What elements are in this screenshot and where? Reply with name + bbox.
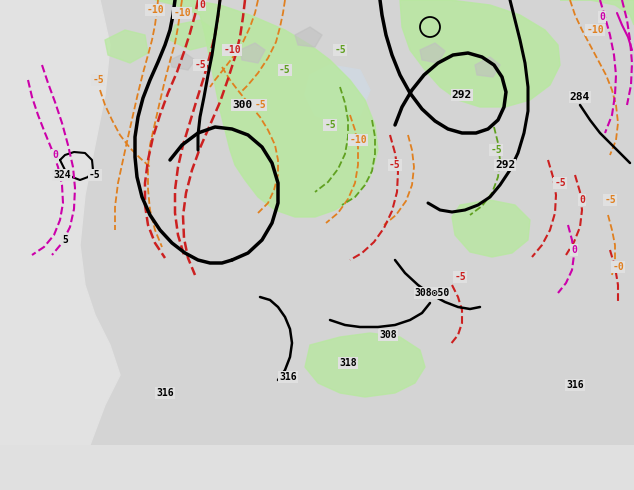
Text: 292: 292	[495, 160, 515, 170]
Text: -5: -5	[324, 120, 336, 130]
Polygon shape	[560, 0, 634, 25]
Text: -5: -5	[389, 160, 401, 170]
Text: -10: -10	[173, 8, 191, 18]
Text: 316: 316	[566, 380, 584, 390]
Text: -0: -0	[612, 262, 624, 272]
Polygon shape	[155, 0, 378, 217]
Polygon shape	[305, 333, 425, 397]
Text: 308⊙50: 308⊙50	[415, 288, 450, 298]
Polygon shape	[475, 57, 500, 77]
Text: 316: 316	[279, 372, 297, 382]
Polygon shape	[305, 65, 370, 125]
Text: Fr 24-05-2024 18:00 UTC (18+24): Fr 24-05-2024 18:00 UTC (18+24)	[420, 455, 629, 465]
Polygon shape	[452, 200, 530, 257]
Text: 316: 316	[156, 388, 174, 398]
Text: 0: 0	[571, 245, 577, 255]
Text: -10: -10	[586, 25, 604, 35]
Text: -5: -5	[279, 65, 291, 75]
Text: 308: 308	[379, 330, 397, 340]
Polygon shape	[240, 43, 265, 63]
Polygon shape	[0, 0, 120, 445]
Text: -5: -5	[454, 272, 466, 282]
Text: -5: -5	[490, 145, 502, 155]
Text: 0: 0	[579, 195, 585, 205]
Polygon shape	[170, 20, 215, 50]
Text: -5: -5	[254, 100, 266, 110]
Text: 0: 0	[599, 12, 605, 22]
Text: 324: 324	[53, 170, 71, 180]
Text: 284: 284	[570, 92, 590, 102]
Text: -10: -10	[223, 45, 241, 55]
Text: -5: -5	[334, 45, 346, 55]
Text: 5: 5	[62, 235, 68, 245]
Text: © weatheronline.co.uk: © weatheronline.co.uk	[506, 475, 629, 485]
Polygon shape	[105, 30, 148, 63]
Text: 292: 292	[452, 90, 472, 100]
Polygon shape	[170, 53, 195, 70]
Text: -5: -5	[554, 178, 566, 188]
Polygon shape	[400, 0, 560, 107]
Text: -5: -5	[194, 60, 206, 70]
Text: -10: -10	[349, 135, 367, 145]
Text: -5: -5	[92, 75, 104, 85]
Polygon shape	[420, 43, 445, 63]
Text: 300: 300	[232, 100, 252, 110]
Polygon shape	[0, 0, 634, 445]
Text: 318: 318	[339, 358, 357, 368]
Text: -5: -5	[604, 195, 616, 205]
Text: 0: 0	[52, 150, 58, 160]
Text: 0: 0	[199, 0, 205, 10]
Text: Height/Temp. 700 hPa [gdmp][°C] ECMWF: Height/Temp. 700 hPa [gdmp][°C] ECMWF	[5, 454, 269, 466]
Text: -10: -10	[146, 5, 164, 15]
Polygon shape	[295, 27, 322, 47]
Text: -5: -5	[89, 170, 101, 180]
